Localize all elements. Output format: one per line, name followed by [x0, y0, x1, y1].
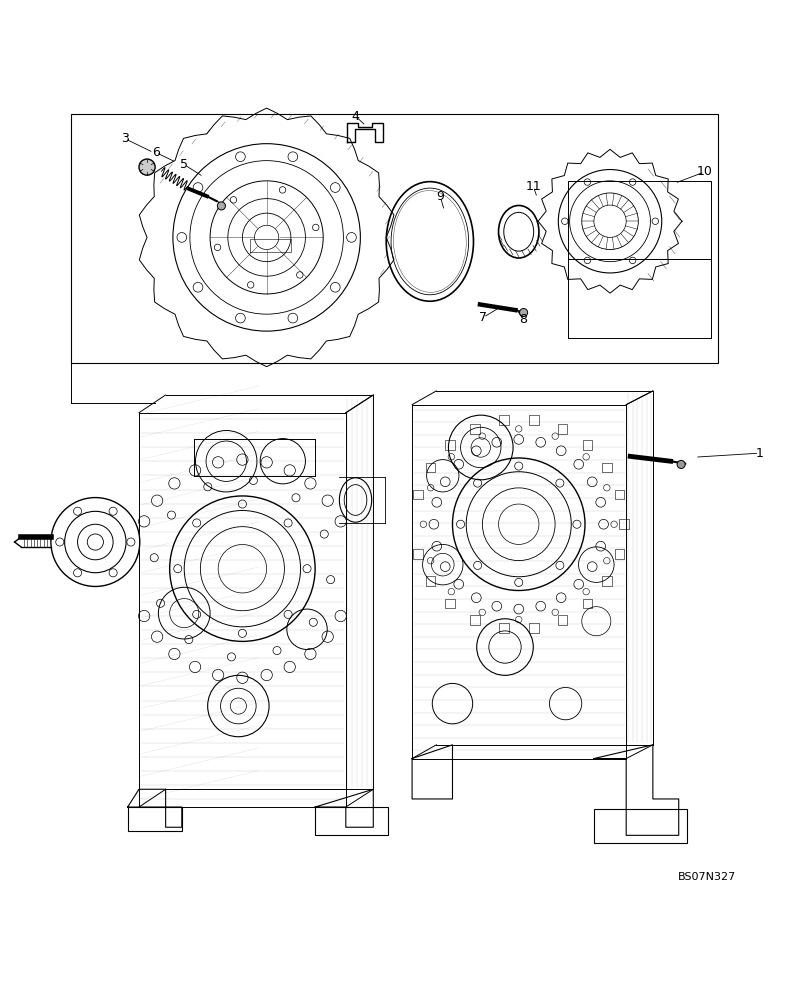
Bar	[558, 615, 567, 625]
Bar	[594, 809, 687, 843]
Circle shape	[677, 460, 685, 468]
Bar	[470, 615, 480, 625]
Text: 4: 4	[351, 110, 360, 123]
Text: 5: 5	[180, 158, 188, 171]
Circle shape	[520, 309, 528, 317]
Text: 10: 10	[696, 165, 713, 178]
Text: 11: 11	[525, 180, 541, 193]
Text: 1: 1	[755, 447, 764, 460]
Bar	[615, 549, 625, 559]
Bar	[426, 463, 436, 472]
Bar	[499, 623, 508, 633]
Bar	[499, 415, 508, 425]
Bar	[583, 599, 592, 608]
Bar	[445, 599, 455, 608]
Bar	[529, 415, 539, 425]
Bar	[315, 807, 388, 835]
Text: 3: 3	[121, 132, 129, 145]
Bar	[413, 490, 423, 499]
Bar	[445, 440, 455, 450]
Text: 6: 6	[152, 146, 160, 159]
Bar	[615, 490, 625, 499]
Bar	[470, 424, 480, 434]
Bar	[558, 424, 567, 434]
Bar	[426, 576, 436, 586]
Text: 8: 8	[520, 313, 528, 326]
Bar	[529, 623, 539, 633]
Text: BS07N327: BS07N327	[678, 872, 736, 882]
Text: 7: 7	[479, 311, 487, 324]
Bar	[602, 576, 612, 586]
Bar	[583, 440, 592, 450]
Bar	[602, 463, 612, 472]
Bar	[619, 519, 629, 529]
Circle shape	[217, 202, 225, 210]
Circle shape	[139, 159, 155, 175]
Polygon shape	[128, 807, 182, 831]
Bar	[413, 549, 423, 559]
Text: 9: 9	[436, 190, 444, 204]
Bar	[71, 114, 718, 363]
